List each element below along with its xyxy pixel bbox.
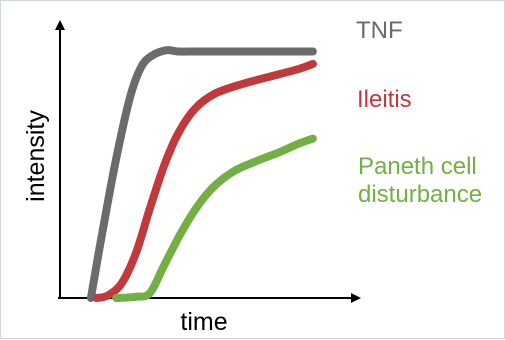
series-layer <box>86 46 317 302</box>
series-label-line: TNF <box>356 17 403 44</box>
series-label-tnf: TNF <box>356 17 403 44</box>
series-label-ileitis: Ileitis <box>357 86 412 113</box>
x-axis-label: time <box>180 308 227 336</box>
series-line-tnf <box>86 46 317 302</box>
series-line-paneth-cell <box>112 134 317 302</box>
series-label-paneth-cell: Paneth cell disturbance <box>358 153 482 208</box>
series-line-ileitis <box>92 59 317 302</box>
series-label-line: Paneth cell <box>358 153 477 180</box>
series-label-line: Ileitis <box>357 86 412 113</box>
series-label-line: disturbance <box>358 181 482 208</box>
y-axis-label: intensity <box>22 110 50 202</box>
series-label-layer: TNF Ileitis Paneth cell disturbance <box>356 17 482 208</box>
